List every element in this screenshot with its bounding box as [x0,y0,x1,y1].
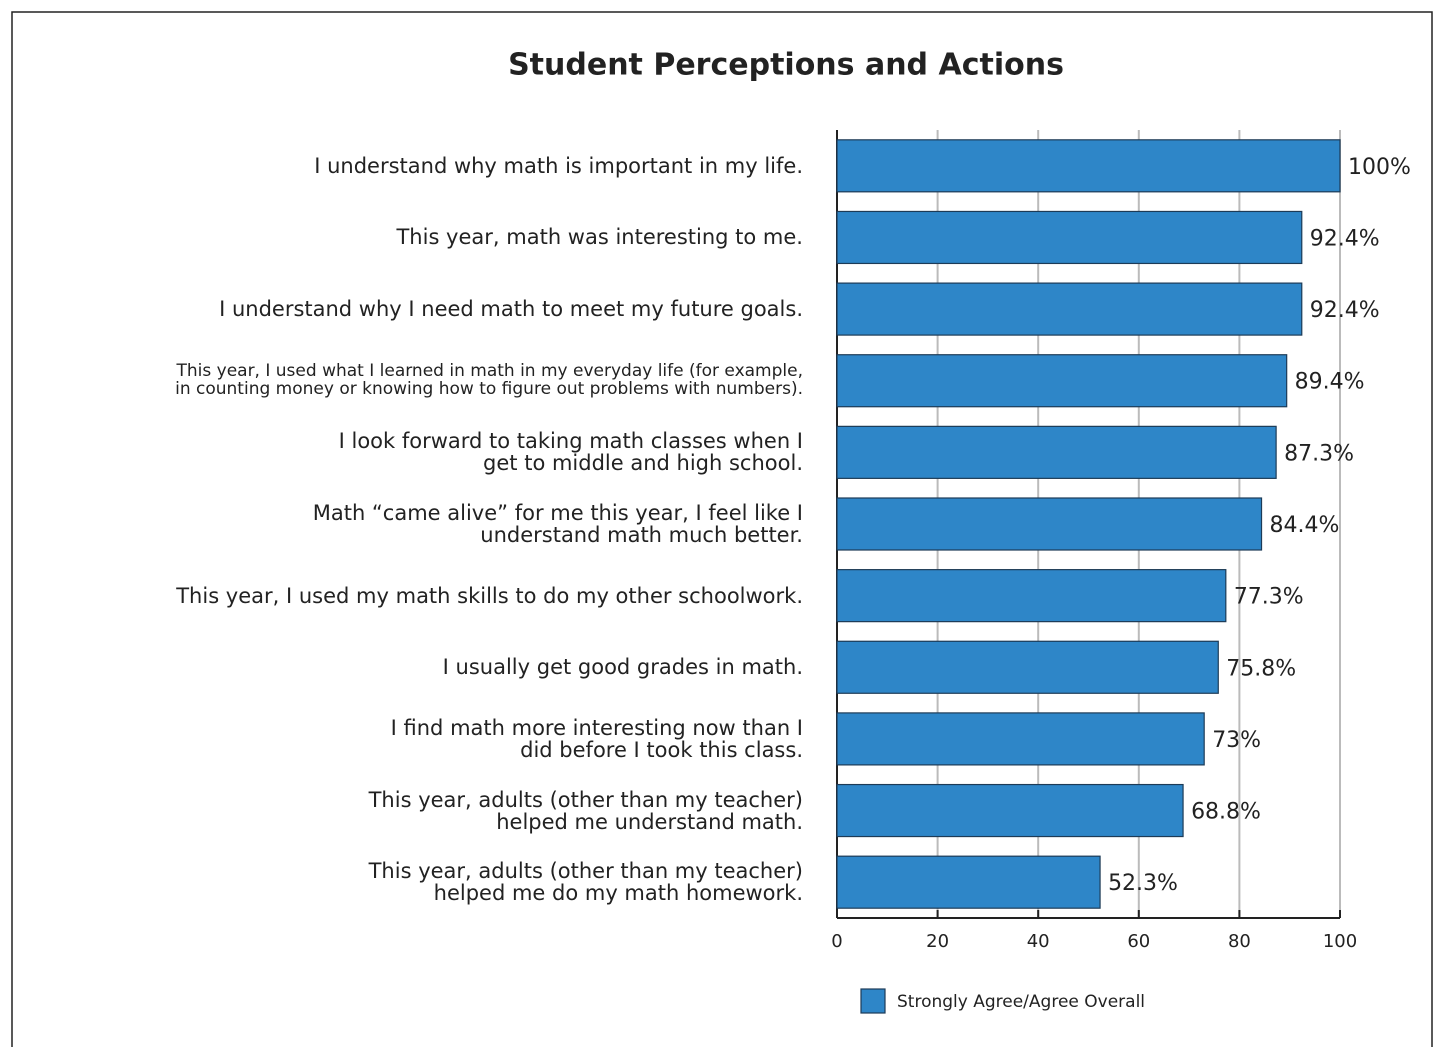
bar [836,783,1184,838]
frame [11,11,1433,1047]
category-label: I understand why I need math to meet my … [219,297,803,322]
value-label: 87.3% [1284,441,1354,466]
category-label: I understand why math is important in my… [314,153,803,178]
bar [836,282,1303,336]
category-label: This year, math was interesting to me. [396,225,803,250]
bar [836,354,1288,408]
category-label: I look forward to taking math classes wh… [338,429,803,476]
category-label: Math “came alive” for me this year, I fe… [312,500,803,547]
legend-swatch [860,988,886,1014]
category-label: I usually get good grades in math. [442,655,803,680]
x-tick-label: 40 [1027,931,1050,952]
bar [836,855,1101,909]
value-label: 92.4% [1310,298,1380,323]
value-label: 68.8% [1191,800,1261,825]
value-label: 84.4% [1270,513,1340,538]
bar [836,210,1303,265]
chart-title: Student Perceptions and Actions [508,48,1064,83]
x-tick-label: 100 [1323,931,1357,952]
bar [836,497,1263,551]
value-label: 100% [1348,155,1411,180]
bar [836,425,1277,479]
x-tick-label: 0 [831,931,842,952]
value-label: 89.4% [1295,370,1365,395]
bar [836,712,1205,766]
x-tick-label: 60 [1127,931,1150,952]
category-label: This year, I used my math skills to do m… [176,583,803,608]
value-label: 75.8% [1226,656,1296,681]
category-label: This year, adults (other than my teacher… [368,859,803,906]
bar [836,569,1227,623]
x-tick-label: 20 [926,931,949,952]
legend-label: Strongly Agree/Agree Overall [897,992,1145,1012]
value-label: 73% [1212,728,1261,753]
x-tick-label: 80 [1228,931,1251,952]
value-label: 77.3% [1234,585,1304,610]
bar [836,139,1341,193]
value-label: 52.3% [1108,871,1178,896]
category-label: I find math more interesting now than I … [390,715,803,762]
category-label: This year, adults (other than my teacher… [368,787,803,834]
bar [836,640,1219,694]
category-label: This year, I used what I learned in math… [175,360,803,399]
value-label: 92.4% [1310,226,1380,251]
